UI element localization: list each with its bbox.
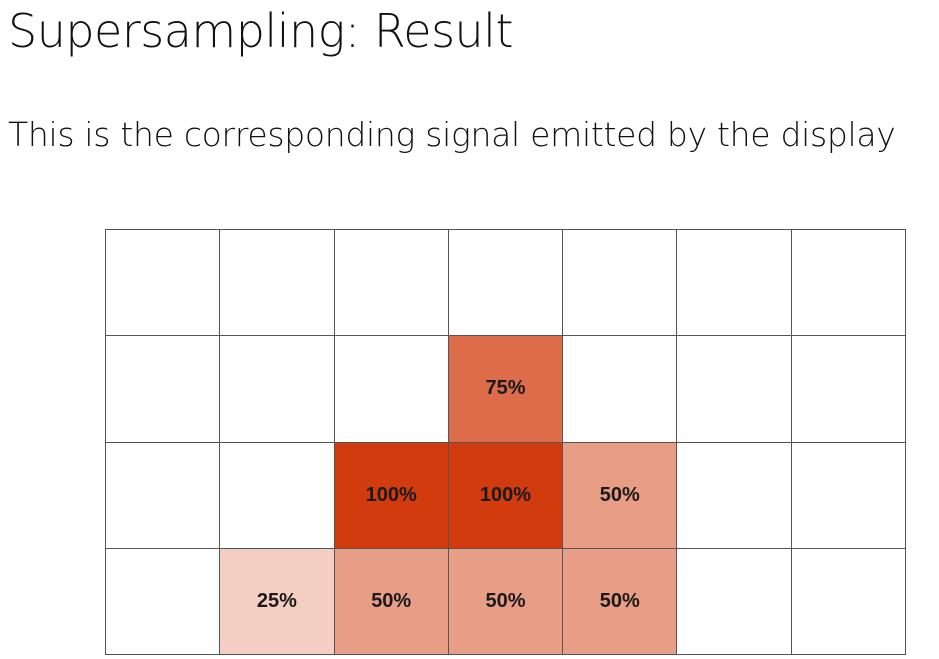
pixel-cell-empty	[677, 442, 792, 549]
pixel-cell-shaded: 25%	[220, 548, 335, 655]
pixel-cell-shaded: 50%	[334, 548, 449, 655]
pixel-cell-empty	[677, 548, 792, 655]
pixel-cell-empty	[220, 230, 335, 337]
pixel-cell-empty	[791, 230, 906, 337]
pixel-cell-empty	[106, 442, 221, 549]
slide-title: Supersampling: Result	[8, 4, 514, 58]
pixel-cell-shaded: 50%	[563, 548, 678, 655]
pixel-cell-shaded: 100%	[334, 442, 449, 549]
pixel-cell-empty	[220, 442, 335, 549]
pixel-cell-shaded: 100%	[448, 442, 564, 549]
pixel-cell-empty	[448, 230, 564, 337]
pixel-cell-empty	[563, 336, 678, 443]
pixel-cell-empty	[677, 230, 792, 337]
pixel-grid: 75% 100% 100% 50% 25% 50% 50% 50%	[105, 229, 906, 655]
slide-subtitle: This is the corresponding signal emitted…	[8, 115, 896, 154]
pixel-cell-shaded: 75%	[448, 336, 564, 443]
pixel-cell-empty	[677, 336, 792, 443]
pixel-cell-empty	[791, 336, 906, 443]
pixel-cell-empty	[334, 230, 449, 337]
pixel-cell-empty	[791, 548, 906, 655]
pixel-cell-empty	[106, 336, 221, 443]
pixel-cell-empty	[106, 230, 221, 337]
pixel-cell-shaded: 50%	[448, 548, 564, 655]
pixel-cell-empty	[220, 336, 335, 443]
pixel-cell-empty	[106, 548, 221, 655]
pixel-cell-shaded: 50%	[563, 442, 678, 549]
pixel-cell-empty	[334, 336, 449, 443]
pixel-cell-empty	[563, 230, 678, 337]
pixel-cell-empty	[791, 442, 906, 549]
